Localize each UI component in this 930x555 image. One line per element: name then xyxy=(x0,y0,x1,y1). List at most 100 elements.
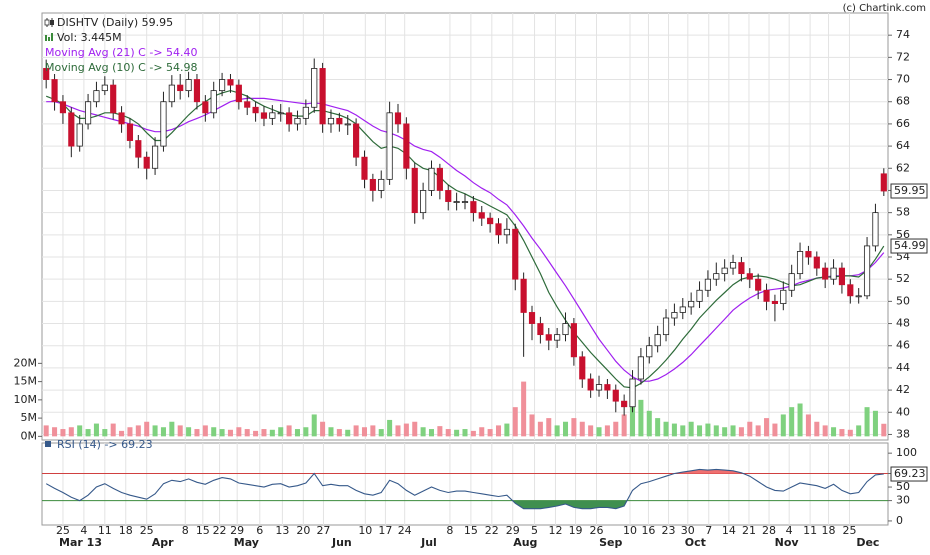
volume-bar xyxy=(470,430,476,437)
candle-body xyxy=(704,278,711,291)
volume-bar xyxy=(144,421,150,437)
candle-body xyxy=(68,112,75,147)
volume-bar xyxy=(127,427,133,437)
volume-bar xyxy=(613,421,619,437)
candle-body xyxy=(637,356,644,380)
x-month-label: May xyxy=(234,536,259,549)
rsi-oversold-area xyxy=(512,500,628,509)
candle-body xyxy=(361,156,368,180)
rsi-tick-label: 30 xyxy=(896,494,910,507)
candle-body xyxy=(738,262,745,275)
candle-body xyxy=(353,123,360,158)
candle-body xyxy=(729,262,737,269)
volume-icon xyxy=(45,33,53,41)
volume-bar xyxy=(160,427,166,437)
y-tick-label: 62 xyxy=(896,161,910,174)
volume-bar xyxy=(445,429,451,437)
candle-body xyxy=(160,101,167,147)
candle-body xyxy=(629,378,636,408)
x-tick-label: 26 xyxy=(590,524,604,537)
x-tick-label: 8 xyxy=(446,524,453,537)
candle-body xyxy=(344,123,351,126)
volume-bar xyxy=(630,403,636,437)
x-tick-label: 21 xyxy=(742,524,756,537)
x-month-label: Apr xyxy=(152,536,174,549)
legend: DISHTV (Daily) 59.95 Vol: 3.445M Moving … xyxy=(44,16,198,451)
volume-bar xyxy=(311,414,317,437)
volume-bar xyxy=(361,427,367,437)
volume-bar xyxy=(764,418,770,437)
volume-legend: Vol: 3.445M xyxy=(57,31,122,44)
x-tick-label: 10 xyxy=(358,524,372,537)
candle-body xyxy=(294,117,301,125)
candle-body xyxy=(135,140,142,158)
volume-bar xyxy=(286,425,292,437)
candle-body xyxy=(168,84,175,103)
y-tick-label: 52 xyxy=(896,272,910,285)
rsi-tick-label: 100 xyxy=(896,446,917,459)
volume-bar xyxy=(236,427,242,437)
candle-body xyxy=(369,178,376,191)
volume-bar xyxy=(135,425,141,437)
candle-body xyxy=(411,167,418,214)
volume-bar xyxy=(227,429,233,437)
volume-bar xyxy=(537,421,543,437)
volume-bar xyxy=(387,419,393,437)
volume-bar xyxy=(755,425,761,437)
x-tick-label: 25 xyxy=(842,524,856,537)
candle-body xyxy=(813,256,820,269)
volume-bar xyxy=(412,421,418,437)
candle-body xyxy=(110,84,117,114)
volume-bar xyxy=(378,429,384,437)
price-tag xyxy=(890,238,928,254)
x-tick-label: 17 xyxy=(378,524,392,537)
volume-bar xyxy=(738,427,744,437)
y-tick-label: 72 xyxy=(896,50,910,63)
y-tick-label: 70 xyxy=(896,73,910,86)
candle-body xyxy=(227,79,234,86)
volume-bar xyxy=(864,407,870,437)
volume-bar xyxy=(462,429,468,437)
y-tick-label: 38 xyxy=(896,427,910,440)
volume-bar xyxy=(571,418,577,437)
volume-bar xyxy=(278,427,284,437)
candle-body xyxy=(688,300,695,308)
x-tick-label: 30 xyxy=(681,524,695,537)
volume-bar xyxy=(43,425,49,437)
candle-body xyxy=(260,112,268,119)
y-tick-label: 66 xyxy=(896,117,910,130)
x-tick-label: 22 xyxy=(213,524,227,537)
candle-body xyxy=(503,228,510,236)
volume-bar xyxy=(370,425,376,437)
volume-bar xyxy=(261,429,267,437)
volume-bar xyxy=(621,414,627,437)
rsi-legend: RSI (14) -> 69.23 xyxy=(57,438,153,451)
candle-body xyxy=(470,201,477,214)
rsi-line xyxy=(45,468,884,510)
candle-body xyxy=(319,68,326,125)
x-month-label: Jul xyxy=(420,536,437,549)
volume-bar xyxy=(152,425,158,437)
candle-body xyxy=(302,106,309,119)
x-tick-label: 20 xyxy=(296,524,310,537)
x-tick-label: 18 xyxy=(822,524,836,537)
volume-bar xyxy=(169,421,175,437)
volume-tick-label: 20M xyxy=(14,356,38,369)
volume-bar xyxy=(102,429,108,437)
x-tick-label: 24 xyxy=(398,524,412,537)
volume-bar xyxy=(186,427,192,437)
candle-body xyxy=(830,267,837,280)
candle-body xyxy=(210,90,217,114)
candle-body xyxy=(311,68,318,108)
volume-bar xyxy=(596,427,602,437)
candle-body xyxy=(101,84,108,92)
candle-body xyxy=(177,84,184,92)
volume-tick-label: 10M xyxy=(14,393,38,406)
price-panel xyxy=(41,12,889,441)
candle-body xyxy=(512,228,519,280)
volume-bar xyxy=(705,423,711,437)
volume-bar xyxy=(697,425,703,437)
candle-body xyxy=(796,251,804,275)
x-month-label: Dec xyxy=(856,536,879,549)
volume-bar xyxy=(437,426,443,437)
